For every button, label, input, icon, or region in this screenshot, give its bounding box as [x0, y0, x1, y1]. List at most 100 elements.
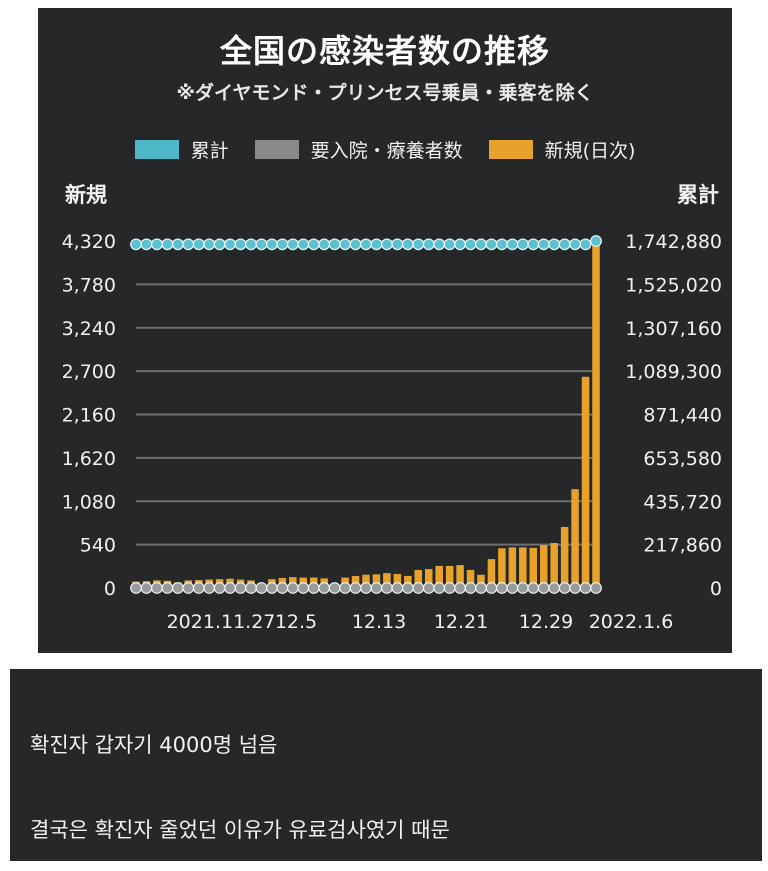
hospitalized-point [171, 582, 184, 594]
cumulative-point [151, 238, 163, 251]
cumulative-point [496, 238, 508, 251]
legend-item-hospitalized[interactable]: 要入院・療養者数 [254, 136, 463, 163]
new-cases-bar [456, 565, 464, 588]
legend-item-new-daily[interactable]: 新規(日次) [488, 136, 635, 163]
hospitalized-point [569, 582, 581, 594]
left-tick-label: 2,700 [62, 361, 116, 383]
hospitalized-point [401, 582, 414, 594]
cumulative-point [590, 235, 602, 247]
hospitalized-point [276, 582, 289, 594]
new-cases-bar [414, 569, 423, 588]
cumulative-point [245, 238, 257, 251]
legend-item-cumulative[interactable]: 累計 [134, 136, 229, 163]
hospitalized-point [454, 582, 466, 594]
hospitalized-point [297, 582, 310, 594]
comment-panel: 확진자 갑자기 4000명 넘음 결국은 확진자 줄었던 이유가 유료검사였기 … [10, 669, 762, 861]
cumulative-point [318, 238, 331, 251]
new-cases-bar [372, 574, 381, 588]
hospitalized-point [391, 582, 404, 594]
chart-title: 全国の感染者数の推移 [219, 32, 550, 70]
hospitalized-point [266, 582, 278, 594]
new-cases-bar [362, 574, 370, 588]
comment-text-2: 결국은 확진자 줄었던 이유가 유료검사였기 때문 [30, 818, 450, 842]
new-cases-bar [539, 545, 548, 588]
hospitalized-point [485, 582, 498, 594]
legend-label-hospitalized: 要入院・療養者数 [310, 140, 463, 162]
new-cases-bar [383, 573, 391, 588]
cumulative-point [422, 238, 435, 251]
hospitalized-point [307, 582, 320, 594]
hospitalized-point [192, 582, 205, 594]
cumulative-point [485, 238, 498, 251]
right-tick-label: 217,860 [643, 535, 722, 557]
cumulative-point [328, 238, 341, 251]
hospitalized-point [412, 582, 425, 594]
cumulative-point [349, 238, 362, 251]
new-cases-bar [424, 569, 433, 588]
chart-subtitle: ※ダイヤモンド・プリンセス号乗員・乗客を除く [176, 82, 594, 104]
hospitalized-point [286, 582, 299, 594]
cumulative-point [130, 238, 142, 251]
x-tick-label: 12.5 [275, 611, 317, 633]
hospitalized-point [224, 582, 236, 594]
new-cases-bar [466, 569, 475, 588]
hospitalized-point [130, 582, 142, 594]
cumulative-point [443, 238, 456, 251]
cumulative-point [516, 238, 529, 251]
cumulative-point [307, 238, 320, 251]
left-tick-label: 1,620 [62, 448, 116, 470]
right-tick-label: 1,089,300 [625, 361, 722, 383]
hospitalized-point [213, 582, 226, 594]
x-tick-label: 12.21 [434, 611, 488, 633]
new-cases-bar [560, 526, 569, 588]
cumulative-point [433, 238, 446, 251]
right-tick-label: 653,580 [643, 448, 722, 470]
cumulative-point [161, 238, 174, 251]
cumulative-point [579, 238, 592, 251]
left-tick-label: 4,320 [62, 231, 116, 253]
cumulative-point [266, 238, 278, 251]
hospitalized-point [516, 582, 529, 594]
cumulative-point [391, 238, 404, 251]
cumulative-point [234, 238, 247, 251]
hospitalized-point [140, 582, 153, 594]
new-cases-bar [487, 559, 496, 588]
chart-legend: 累計 要入院・療養者数 新規(日次) [38, 136, 732, 163]
hospitalized-point [151, 582, 163, 594]
hospitalized-point [339, 582, 351, 594]
hospitalized-point [161, 582, 174, 594]
new-cases-bar [592, 241, 600, 588]
hospitalized-point [370, 582, 383, 594]
new-cases-bar [445, 565, 454, 588]
hospitalized-point [558, 582, 571, 594]
cumulative-point [224, 238, 236, 251]
cumulative-point [454, 238, 466, 251]
legend-swatch-hospitalized [254, 140, 299, 159]
hospitalized-point [475, 582, 487, 594]
hospitalized-point [255, 582, 268, 594]
cumulative-point [286, 238, 299, 251]
cumulative-point [339, 238, 351, 251]
cumulative-point [527, 238, 540, 251]
x-tick-label: 12.29 [519, 611, 573, 633]
left-tick-label: 3,240 [62, 318, 116, 340]
cumulative-point [475, 238, 487, 251]
cumulative-point [276, 238, 289, 251]
x-tick-label: 2021.11.27 [167, 611, 276, 633]
cumulative-point [506, 238, 519, 251]
hospitalized-point [349, 582, 362, 594]
new-cases-bar [477, 574, 485, 588]
hospitalized-point [443, 582, 456, 594]
new-cases-bar [393, 573, 402, 588]
hospitalized-point [234, 582, 247, 594]
cumulative-point [548, 238, 561, 251]
right-tick-label: 1,525,020 [625, 274, 722, 296]
hospitalized-point [496, 582, 508, 594]
cumulative-point [401, 238, 414, 251]
cumulative-point [381, 238, 393, 251]
hospitalized-point [381, 582, 393, 594]
hospitalized-point [548, 582, 561, 594]
infection-chart: 新規 累計 0 0 540 217,860 1,080 435,720 1,620 653,580… [62, 183, 722, 633]
cumulative-point [360, 238, 372, 251]
legend-label-cumulative: 累計 [190, 140, 229, 162]
